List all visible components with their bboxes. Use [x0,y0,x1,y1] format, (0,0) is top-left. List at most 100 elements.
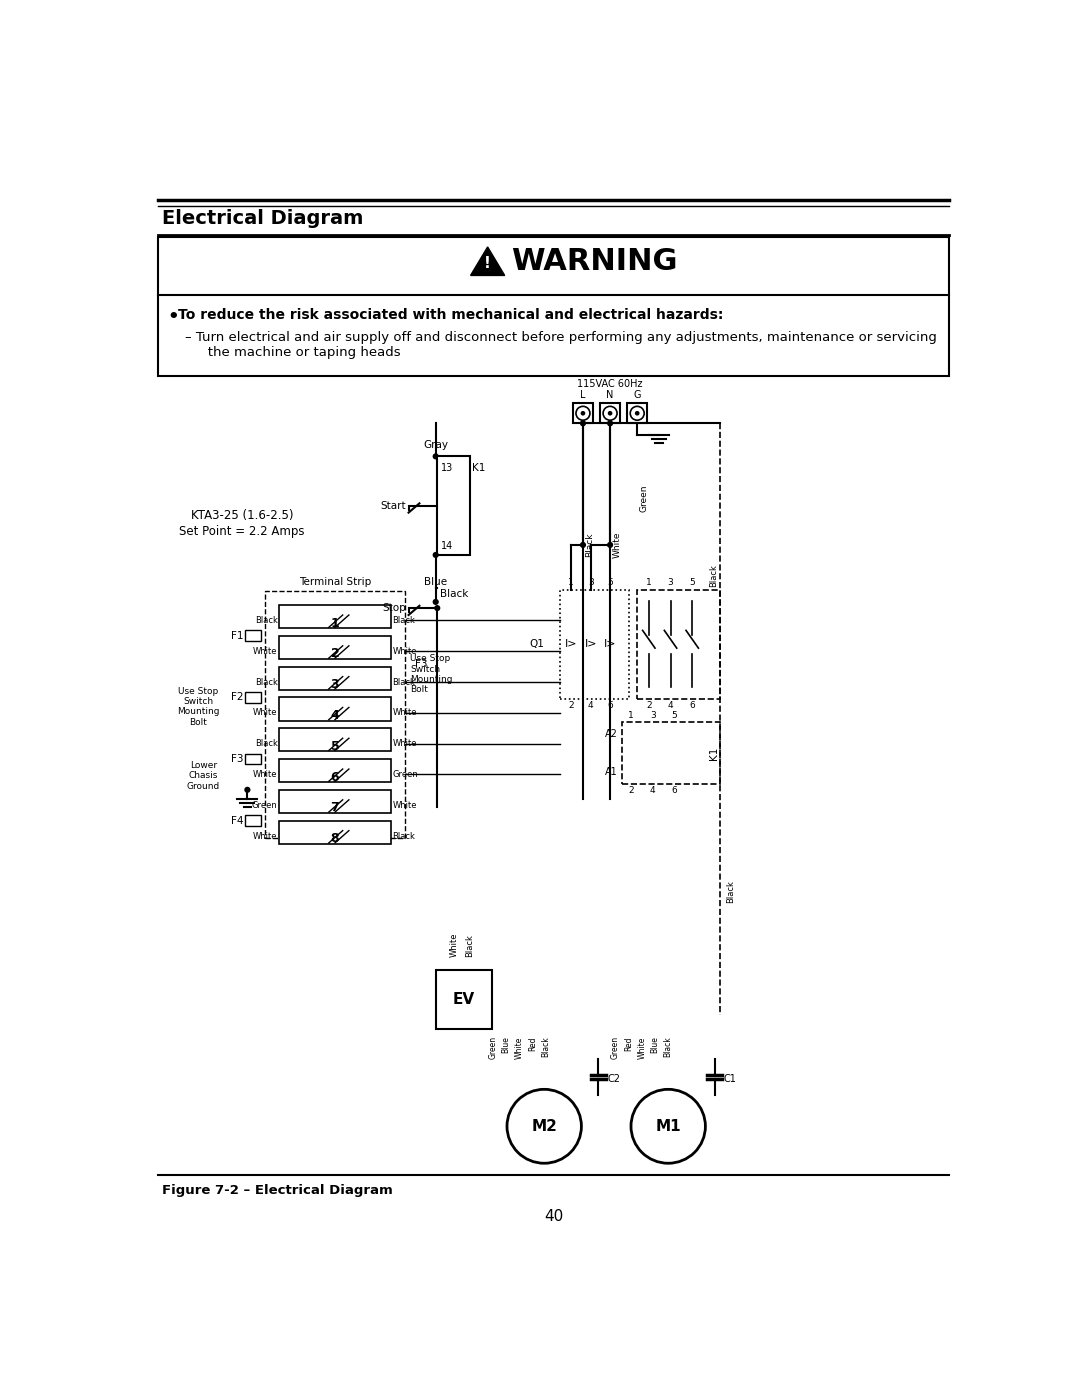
Circle shape [580,420,586,426]
Text: Black: Black [440,590,468,599]
Text: Green: Green [639,485,648,513]
Text: Green: Green [488,1037,498,1059]
Text: 1: 1 [568,578,575,587]
Text: 3: 3 [330,678,339,692]
Text: Black: Black [664,1037,673,1058]
Text: KTA3-25 (1.6-2.5): KTA3-25 (1.6-2.5) [191,509,293,522]
Bar [622,722,720,784]
Text: the machine or taping heads: the machine or taping heads [195,346,401,359]
Text: Green: Green [252,800,278,810]
Text: White: White [449,932,459,957]
Bar [245,692,260,703]
Text: 14: 14 [441,541,454,550]
Bar [245,816,260,826]
Text: I>: I> [565,640,578,650]
Text: Gray: Gray [423,440,448,450]
Bar [279,697,391,721]
Text: I>: I> [584,640,597,650]
Text: Black: Black [465,935,474,957]
Text: Black: Black [710,564,718,587]
Text: Terminal Strip: Terminal Strip [299,577,372,587]
Text: C1: C1 [724,1074,737,1084]
Bar [245,753,260,764]
Text: 3: 3 [650,711,656,719]
Text: Blue: Blue [502,1037,511,1053]
Text: 5: 5 [330,740,339,753]
Circle shape [507,1090,581,1164]
Text: White: White [392,708,417,717]
Bar [279,636,391,659]
Polygon shape [471,247,504,275]
Text: •: • [167,307,179,326]
Text: K1: K1 [472,462,486,472]
Bar [279,759,391,782]
Text: White: White [515,1037,524,1059]
Bar [559,590,630,698]
Circle shape [433,599,438,605]
Circle shape [603,407,617,420]
Text: Figure 7-2 – Electrical Diagram: Figure 7-2 – Electrical Diagram [162,1183,393,1197]
Text: Start: Start [380,500,406,511]
Text: F2: F2 [231,693,243,703]
Text: 1: 1 [646,578,651,587]
Text: White: White [253,708,278,717]
Circle shape [581,411,585,415]
Text: 6: 6 [330,771,339,784]
Circle shape [631,407,644,420]
Text: – Turn electrical and air supply off and disconnect before performing any adjust: – Turn electrical and air supply off and… [186,331,937,344]
Text: !: ! [484,257,491,271]
Text: White: White [253,770,278,780]
Text: Black: Black [585,532,594,557]
Bar [600,404,620,423]
Bar [279,666,391,690]
Text: 6: 6 [607,701,613,710]
Bar [159,237,948,376]
Text: Stop: Stop [382,604,406,613]
Text: L: L [580,390,585,400]
Text: Black: Black [726,880,734,902]
Bar [266,591,405,838]
Bar [279,728,391,752]
Bar [435,970,491,1028]
Text: 2: 2 [646,701,651,710]
Text: Lower
Chasis
Ground: Lower Chasis Ground [187,761,220,791]
Bar [279,820,391,844]
Bar [437,457,470,555]
Circle shape [576,407,590,420]
Text: 6: 6 [689,701,696,710]
Text: 5: 5 [689,578,696,587]
Text: Q1: Q1 [529,640,544,650]
Text: M2: M2 [531,1119,557,1134]
Text: 3: 3 [588,578,594,587]
Bar [627,404,647,423]
Text: 5: 5 [607,578,613,587]
Text: Red: Red [624,1037,633,1051]
Text: Use Stop
Switch
Mounting
Bolt: Use Stop Switch Mounting Bolt [410,654,453,694]
Bar [279,789,391,813]
Text: 8: 8 [330,833,339,845]
Text: White: White [392,800,417,810]
Text: 1: 1 [330,616,339,630]
Text: Black: Black [541,1037,550,1058]
Text: 4: 4 [650,787,656,795]
Text: Green: Green [611,1037,620,1059]
Text: 2: 2 [629,787,634,795]
Text: 13: 13 [441,462,454,472]
Text: 40: 40 [544,1208,563,1224]
Circle shape [580,542,586,548]
Circle shape [434,605,441,610]
Circle shape [433,552,438,557]
Circle shape [631,1090,705,1164]
Text: F4: F4 [231,816,243,826]
Text: Red: Red [528,1037,537,1051]
Circle shape [635,411,639,415]
Bar [637,590,720,698]
Text: White: White [637,1037,646,1059]
Text: 3: 3 [667,578,674,587]
Text: Green: Green [392,770,418,780]
Bar [279,605,391,629]
Circle shape [607,420,613,426]
Text: Black: Black [392,678,415,686]
Circle shape [608,411,612,415]
Text: 4: 4 [588,701,594,710]
